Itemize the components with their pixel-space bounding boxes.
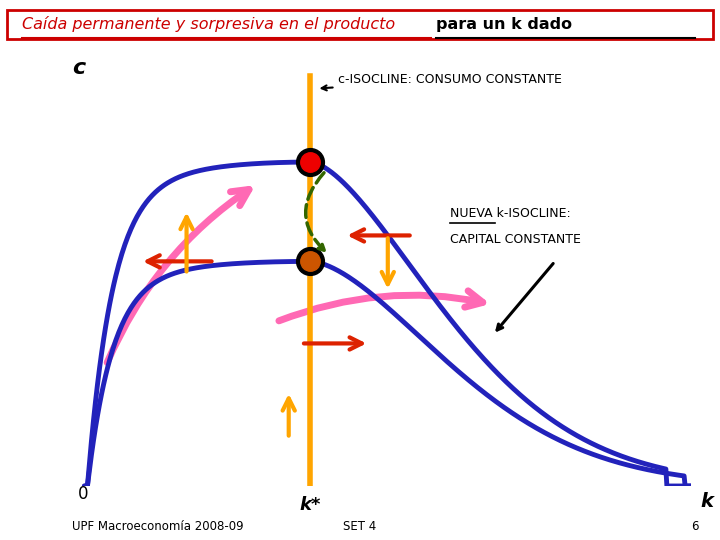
Text: UPF Macroeconomía 2008-09: UPF Macroeconomía 2008-09 <box>72 520 243 534</box>
Text: para un k dado: para un k dado <box>436 17 572 32</box>
Text: Caída permanente y sorpresiva en el producto: Caída permanente y sorpresiva en el prod… <box>22 16 400 32</box>
Text: Caída permanente y sorpresiva en el producto: Caída permanente y sorpresiva en el prod… <box>163 15 557 33</box>
Text: k: k <box>700 492 714 511</box>
Text: k*: k* <box>300 496 321 514</box>
Text: 0: 0 <box>78 485 89 503</box>
FancyArrowPatch shape <box>107 190 249 362</box>
Text: Caída permanente y sorpresiva en el producto: Caída permanente y sorpresiva en el prod… <box>22 16 400 32</box>
Text: para un k dado: para un k dado <box>436 17 572 32</box>
Text: c-ISOCLINE: CONSUMO CONSTANTE: c-ISOCLINE: CONSUMO CONSTANTE <box>322 73 562 90</box>
Text: 6: 6 <box>691 520 698 534</box>
FancyArrowPatch shape <box>279 291 482 321</box>
Text: SET 4: SET 4 <box>343 520 377 534</box>
Text: c: c <box>72 58 85 78</box>
Text: CAPITAL CONSTANTE: CAPITAL CONSTANTE <box>450 233 580 246</box>
Text: NUEVA k-ISOCLINE:: NUEVA k-ISOCLINE: <box>450 207 570 220</box>
